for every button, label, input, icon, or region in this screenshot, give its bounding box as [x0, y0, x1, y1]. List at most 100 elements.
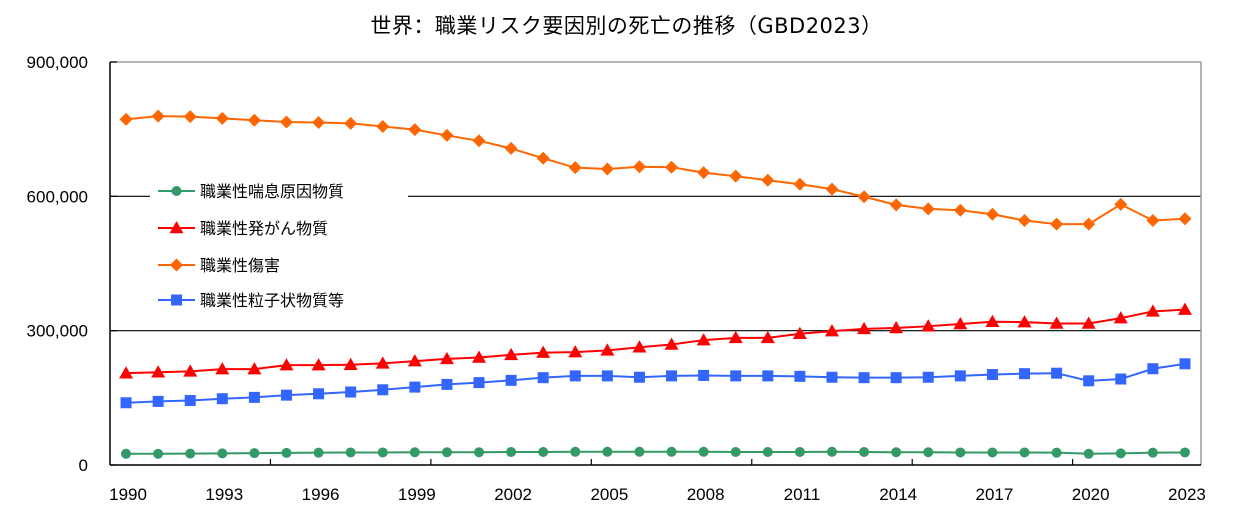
data-point [184, 395, 196, 407]
x-tick-label: 2002 [494, 485, 532, 504]
data-point [858, 372, 870, 384]
x-axis-tick-labels: 1990 1993 1996 1999 2002 2005 2008 2011 2014 2017… [109, 485, 1206, 504]
data-point [376, 119, 390, 133]
data-point [986, 369, 998, 381]
data-point [1049, 316, 1064, 329]
legend-label: 職業性傷害 [200, 256, 280, 275]
x-tick-label: 2005 [590, 485, 628, 504]
data-point [696, 333, 711, 346]
data-point [439, 351, 454, 365]
data-point [247, 362, 262, 375]
legend-item: 職業性粒子状物質等 [158, 291, 344, 310]
data-point [505, 374, 517, 386]
data-point [120, 397, 132, 409]
data-point [344, 116, 358, 130]
data-point [570, 446, 581, 457]
data-point [987, 447, 998, 458]
data-point [536, 151, 550, 165]
x-tick-label: 2017 [976, 485, 1014, 504]
data-point [1081, 316, 1096, 329]
y-axis-tick-labels: 0 300,000 600,000 900,000 [27, 53, 88, 475]
data-point [600, 343, 615, 356]
data-point [1083, 375, 1095, 387]
y-tick-label: 900,000 [27, 53, 88, 72]
data-point [857, 190, 871, 204]
data-point [281, 447, 292, 458]
data-point [889, 320, 904, 334]
data-point [955, 447, 966, 458]
data-point [377, 384, 389, 396]
data-point [1178, 212, 1192, 226]
data-point [119, 366, 134, 379]
data-point [859, 447, 870, 458]
series-line [126, 308, 1186, 375]
data-point [375, 356, 390, 369]
data-point [826, 371, 838, 383]
data-point [1177, 302, 1192, 315]
x-tick-label: 1996 [302, 485, 340, 504]
data-point [1018, 214, 1032, 228]
x-tick-label: 2008 [687, 485, 725, 504]
data-point [953, 203, 967, 217]
data-point [666, 446, 677, 457]
data-point [121, 448, 132, 459]
data-point [538, 447, 549, 458]
data-point [441, 447, 452, 458]
data-point [569, 370, 581, 382]
data-point [345, 447, 356, 458]
series-line [126, 362, 1186, 404]
data-point [1146, 214, 1160, 228]
y-tick-label: 0 [79, 456, 88, 475]
x-tick-label: 2014 [879, 485, 917, 504]
legend-item: 職業性発がん物質 [158, 219, 328, 238]
data-point [407, 354, 422, 367]
data-point [1083, 448, 1094, 459]
data-point [441, 378, 453, 390]
y-tick-label: 600,000 [27, 187, 88, 206]
data-point [826, 446, 837, 457]
data-point [312, 115, 326, 129]
data-point [794, 447, 805, 458]
legend-background [150, 177, 408, 317]
data-point [215, 362, 230, 375]
series-triangle [119, 302, 1192, 379]
data-point [313, 388, 325, 400]
data-point [762, 370, 774, 382]
legend-label: 職業性喘息原因物質 [200, 182, 344, 201]
data-point [345, 386, 357, 398]
data-point [793, 177, 807, 191]
data-point [311, 358, 326, 371]
data-point [921, 202, 935, 216]
data-point [600, 162, 614, 176]
data-point [280, 389, 292, 401]
data-point [249, 448, 260, 459]
data-point [890, 372, 902, 384]
data-point [1147, 447, 1158, 458]
data-point [762, 447, 773, 458]
data-point [634, 446, 645, 457]
data-point [279, 115, 293, 129]
data-point [1147, 363, 1159, 375]
data-point [279, 358, 294, 371]
x-tick-label: 2011 [784, 485, 821, 504]
data-point [953, 316, 968, 330]
axes [109, 61, 1202, 466]
series-diamond [119, 109, 1192, 231]
data-point [153, 448, 164, 459]
legend-marker-triangle [169, 221, 184, 234]
data-point [506, 447, 517, 458]
data-point [377, 447, 388, 458]
data-point [601, 370, 613, 382]
data-point [215, 111, 229, 125]
data-point [152, 395, 164, 407]
data-point [1051, 447, 1062, 458]
data-point [921, 319, 936, 332]
legend-item: 職業性喘息原因物質 [158, 182, 344, 201]
series-circle [121, 446, 1190, 459]
chart-title: 世界：職業リスク要因別の死亡の推移（GBD2023） [370, 14, 883, 38]
data-point [185, 448, 196, 459]
data-point [568, 161, 582, 175]
